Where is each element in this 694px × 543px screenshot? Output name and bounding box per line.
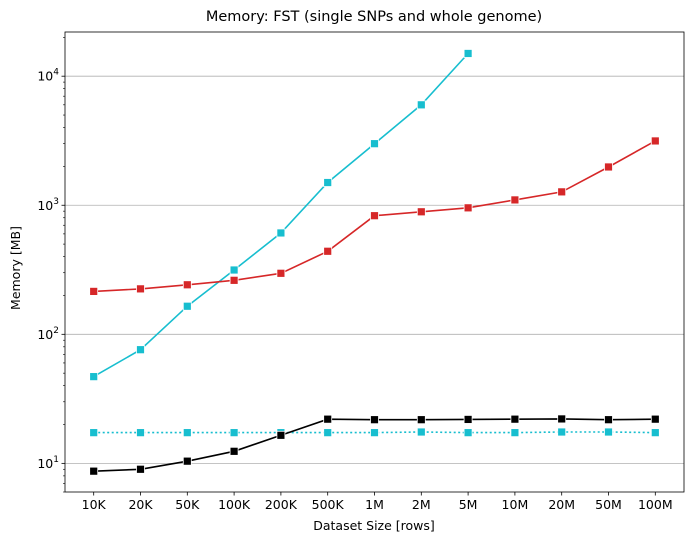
data-point xyxy=(557,414,567,424)
data-point xyxy=(650,428,660,438)
data-point xyxy=(229,265,239,275)
data-point xyxy=(276,430,286,440)
y-tick-label: 102 xyxy=(37,326,59,342)
x-tick-label: 20M xyxy=(548,497,575,512)
axes: 101 102 103 104 10K 20K 50K 100K 200K 500K 1M 2M 5M 1… xyxy=(37,31,685,512)
x-tick-label: 200K xyxy=(265,497,298,512)
data-point xyxy=(557,427,567,437)
data-point xyxy=(276,268,286,278)
data-point xyxy=(370,428,379,438)
x-tick-label: 10M xyxy=(502,497,529,512)
data-point xyxy=(182,456,192,466)
data-point xyxy=(370,415,379,425)
series-layer xyxy=(89,49,660,476)
data-point xyxy=(89,466,99,476)
data-point xyxy=(604,427,613,437)
data-point xyxy=(276,228,286,238)
data-point xyxy=(89,372,99,382)
x-tick-label: 2M xyxy=(412,497,431,512)
x-tick-label: 10K xyxy=(82,497,107,512)
data-point xyxy=(182,301,192,311)
data-point xyxy=(136,464,145,474)
data-point xyxy=(323,246,333,256)
data-point xyxy=(463,49,473,58)
x-axis-label: Dataset Size [rows] xyxy=(313,518,435,533)
data-point xyxy=(416,207,426,217)
data-point xyxy=(136,428,145,438)
y-tick-label: 104 xyxy=(37,68,59,84)
data-point xyxy=(416,415,426,425)
data-point xyxy=(182,280,192,290)
x-tick-label: 50K xyxy=(175,497,200,512)
y-tick-label: 101 xyxy=(37,455,59,471)
data-point xyxy=(463,428,473,438)
data-point xyxy=(604,162,613,172)
data-point xyxy=(557,187,567,197)
data-point xyxy=(416,427,426,437)
x-tick-label: 100M xyxy=(638,497,673,512)
series-0 xyxy=(89,49,473,382)
x-tick-label: 100K xyxy=(218,497,251,512)
data-point xyxy=(510,414,520,424)
data-point xyxy=(136,345,145,355)
data-point xyxy=(136,284,145,294)
x-tick-label: 50M xyxy=(595,497,622,512)
data-point xyxy=(323,428,333,438)
data-point xyxy=(510,195,520,205)
grid-lines xyxy=(65,75,684,464)
data-point xyxy=(416,100,426,110)
data-point xyxy=(229,446,239,456)
series-1 xyxy=(89,136,660,296)
x-tick-label: 1M xyxy=(365,497,384,512)
x-tick-label: 5M xyxy=(459,497,478,512)
data-point xyxy=(229,428,239,438)
data-point xyxy=(89,287,99,296)
data-point xyxy=(370,211,379,221)
data-point xyxy=(89,428,99,438)
x-tick-label: 500K xyxy=(312,497,345,512)
data-point xyxy=(650,414,660,424)
data-point xyxy=(182,428,192,438)
x-tick-label: 20K xyxy=(128,497,153,512)
data-point xyxy=(229,275,239,285)
series-3 xyxy=(89,414,660,476)
data-point xyxy=(650,136,660,146)
data-point xyxy=(463,415,473,424)
data-point xyxy=(370,139,379,149)
y-axis-label: Memory [MB] xyxy=(8,226,23,310)
data-point xyxy=(463,203,473,213)
y-tick-label: 103 xyxy=(37,197,59,213)
chart-title: Memory: FST (single SNPs and whole genom… xyxy=(206,9,542,25)
data-point xyxy=(604,415,613,425)
data-point xyxy=(510,428,520,438)
data-point xyxy=(323,414,333,424)
data-point xyxy=(323,178,333,187)
